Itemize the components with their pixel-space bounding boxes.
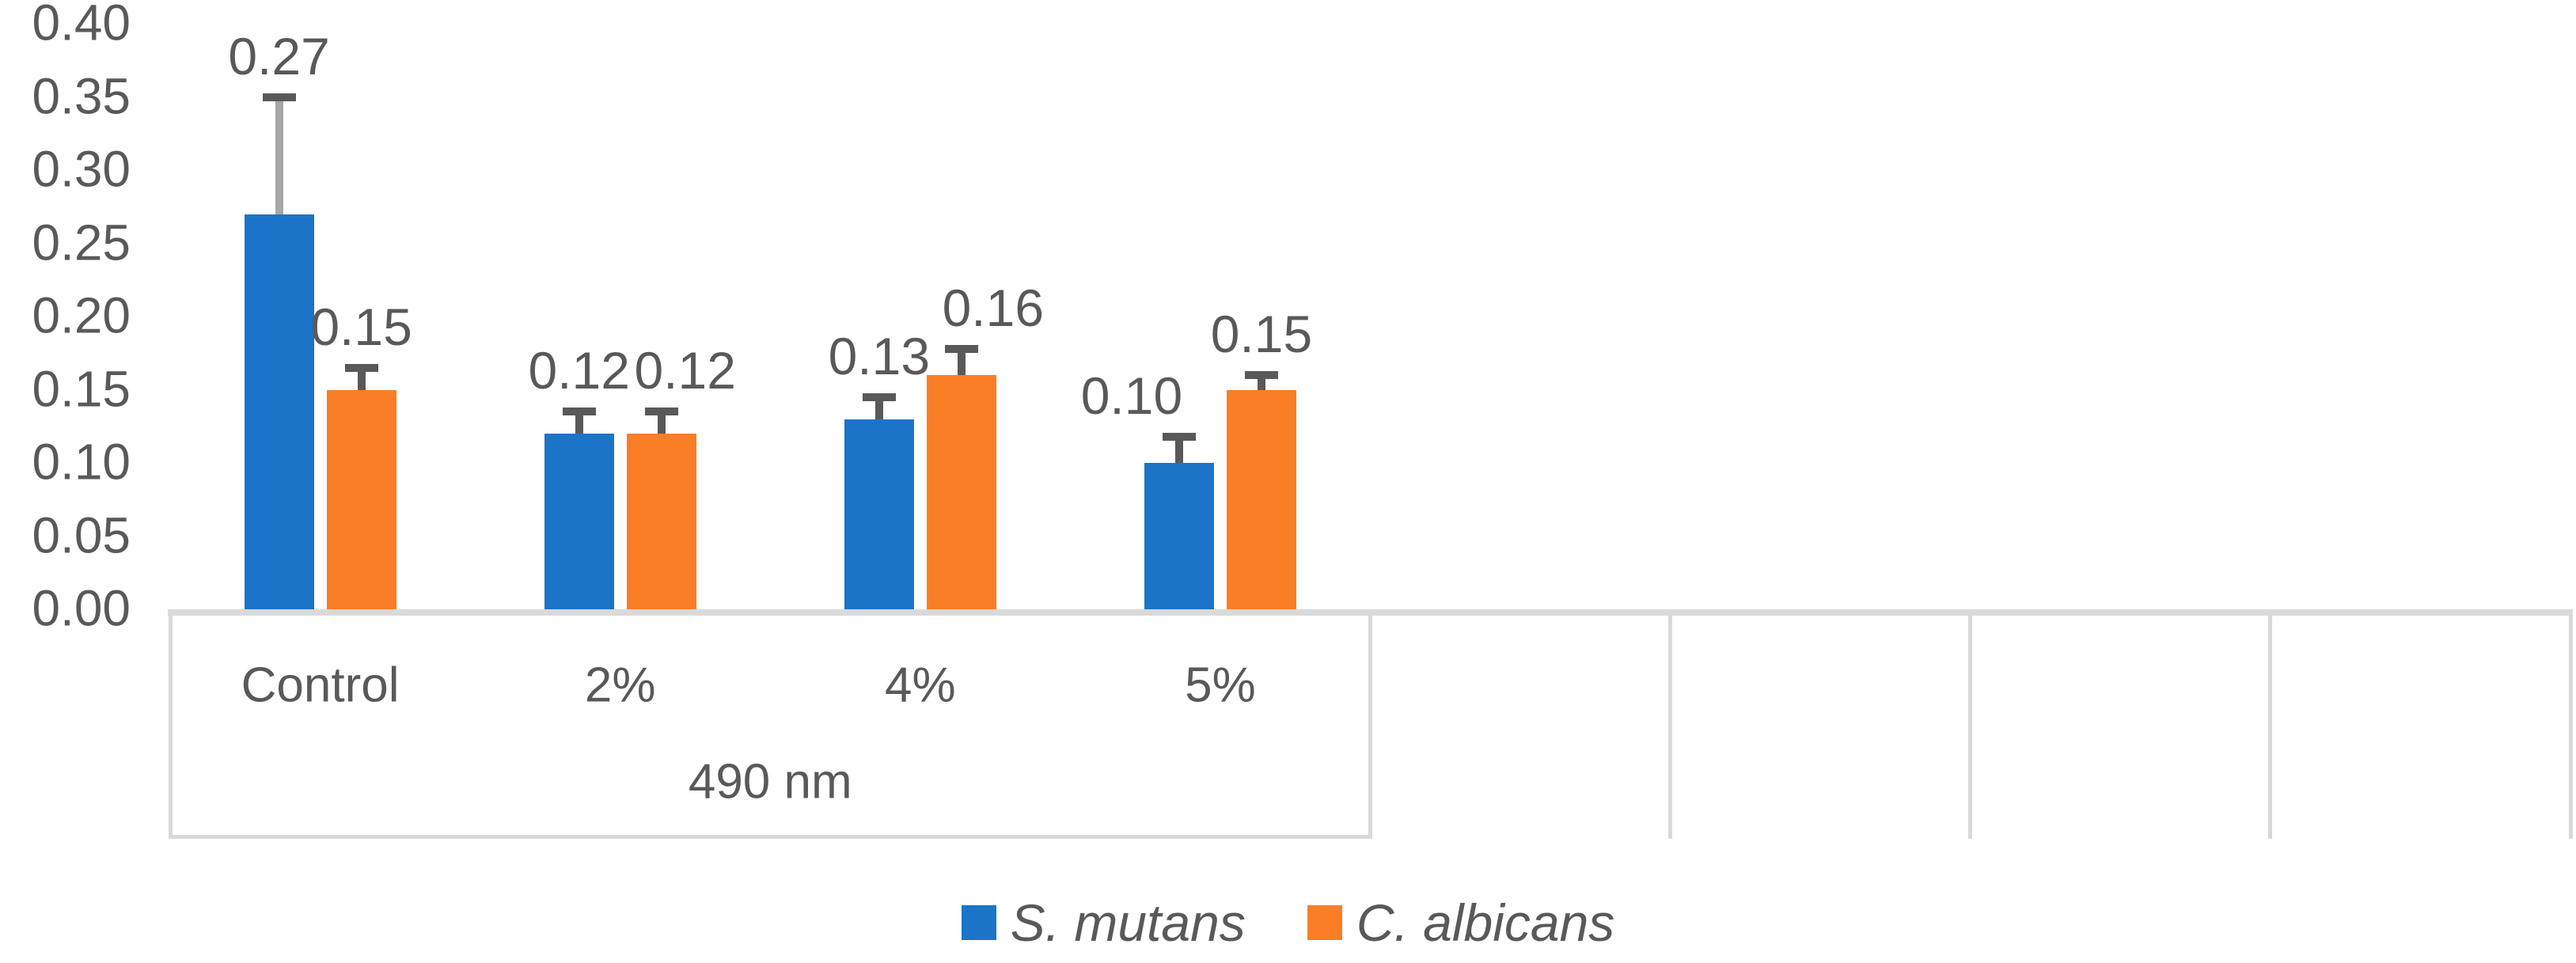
error-bar-cap <box>944 344 978 353</box>
legend-label-s-mutans: S. mutans <box>1010 893 1246 952</box>
y-tick-label: 0.15 <box>32 360 131 418</box>
data-label: 0.15 <box>310 297 412 356</box>
error-bar-cap <box>1162 432 1196 441</box>
data-label: 0.27 <box>228 26 330 85</box>
data-label: 0.15 <box>1210 305 1313 363</box>
category-box-left-border <box>168 616 173 839</box>
y-tick-label: 0.40 <box>32 0 131 51</box>
category-label-4-: 4% <box>885 658 956 713</box>
y-tick-label: 0.25 <box>32 214 131 271</box>
error-bar-line <box>874 396 883 419</box>
bar-s-mutans <box>244 214 314 609</box>
y-tick-label: 0.10 <box>32 433 131 491</box>
data-label: 0.12 <box>634 341 736 400</box>
category-divider <box>1368 616 1372 839</box>
category-divider <box>2568 616 2573 839</box>
bar-c-albicans <box>926 375 996 609</box>
error-bar-line <box>275 97 283 214</box>
category-box-bottom-border <box>168 835 1372 839</box>
bar-s-mutans <box>1144 463 1214 609</box>
y-tick-label: 0.05 <box>32 506 131 564</box>
bar-c-albicans <box>1226 389 1296 609</box>
outer-category-label: 490 nm <box>688 754 852 809</box>
legend-swatch-c-albicans-icon <box>1307 905 1342 940</box>
y-tick-label: 0.30 <box>32 140 131 198</box>
category-divider <box>2268 616 2273 839</box>
error-bar-cap <box>644 408 678 416</box>
legend-item-c-albicans: C. albicans <box>1307 893 1615 953</box>
x-axis-line <box>168 609 2573 616</box>
y-tick-label: 0.20 <box>32 286 131 344</box>
error-bar-cap <box>262 93 296 101</box>
data-label: 0.16 <box>942 278 1045 337</box>
error-bar-line <box>357 367 366 390</box>
category-label-5-: 5% <box>1185 658 1256 713</box>
bar-c-albicans <box>626 434 696 609</box>
y-axis-tick-labels: 0.40 0.35 0.30 0.25 0.20 0.15 0.10 0.05 0.00 <box>0 0 131 963</box>
error-bar-cap <box>1244 371 1278 379</box>
category-divider <box>1968 616 1973 839</box>
y-tick-label: 0.00 <box>32 579 131 637</box>
error-bar-line <box>1174 436 1183 463</box>
data-label: 0.10 <box>1080 366 1183 425</box>
data-label: 0.13 <box>828 326 931 385</box>
error-bar-line <box>957 348 966 375</box>
error-bar-line <box>1257 375 1265 390</box>
legend-item-s-mutans: S. mutans <box>961 893 1246 953</box>
bar-c-albicans <box>326 389 396 609</box>
y-tick-label: 0.35 <box>32 67 131 125</box>
legend-label-c-albicans: C. albicans <box>1356 893 1615 952</box>
category-label-control: Control <box>241 658 400 713</box>
category-divider <box>1668 616 1673 839</box>
error-bar-line <box>657 411 666 434</box>
error-bar-line <box>575 411 583 434</box>
error-bar-cap <box>862 392 896 401</box>
error-bar-cap <box>344 363 378 372</box>
legend-swatch-s-mutans-icon <box>961 905 996 940</box>
data-label: 0.12 <box>528 341 630 400</box>
bar-s-mutans <box>544 434 614 609</box>
bar-s-mutans <box>844 419 914 609</box>
legend: S. mutans C. albicans <box>0 893 2576 953</box>
error-bar-cap <box>562 408 596 416</box>
category-label-2-: 2% <box>584 658 656 713</box>
